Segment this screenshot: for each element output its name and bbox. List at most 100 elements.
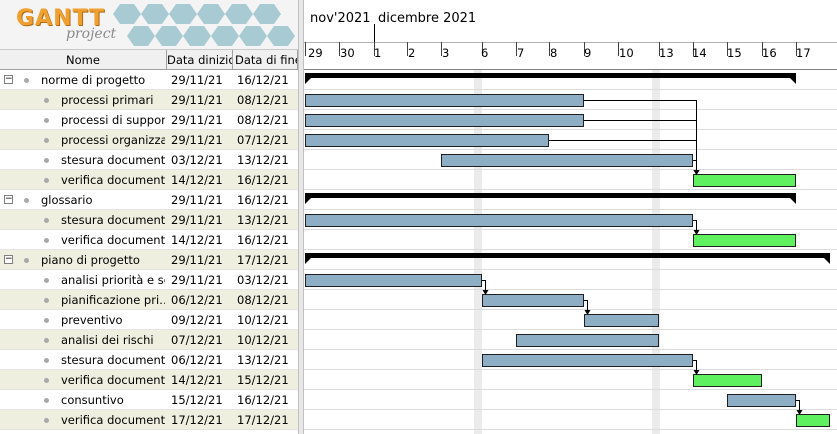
pane-splitter[interactable] — [298, 0, 304, 434]
task-bullet-icon — [44, 118, 49, 123]
weekend-shade — [474, 70, 482, 434]
day-label: 2 — [408, 46, 415, 60]
task-name: verifica documento — [61, 413, 165, 427]
task-start-date: 14/12/21 — [171, 173, 223, 187]
column-header-name[interactable]: Nome — [0, 50, 167, 70]
dependency-arrowhead-icon — [482, 290, 489, 295]
task-end-date: 15/12/21 — [237, 373, 289, 387]
task-bar — [727, 394, 796, 407]
task-row[interactable]: processi organizza… 29/11/21 07/12/21 — [0, 130, 298, 150]
task-row[interactable]: preventivo 09/12/21 10/12/21 — [0, 310, 298, 330]
summary-bar-end-cap — [824, 258, 830, 264]
task-end-date: 16/12/21 — [237, 73, 289, 87]
task-row[interactable]: verifica documento 17/12/21 17/12/21 — [0, 410, 298, 430]
summary-bar-end-cap — [790, 198, 796, 204]
month-label: dicembre 2021 — [378, 11, 476, 26]
task-name: glossario — [41, 193, 93, 207]
summary-bar-end-cap — [790, 78, 796, 84]
weekend-shade — [652, 70, 660, 434]
task-start-date: 09/12/21 — [171, 313, 223, 327]
task-bar — [441, 154, 693, 167]
task-end-date: 17/12/21 — [237, 413, 289, 427]
task-start-date: 29/11/21 — [171, 193, 223, 207]
task-bullet-icon — [44, 298, 49, 303]
task-bullet-icon — [44, 178, 49, 183]
task-bullet-icon — [44, 158, 49, 163]
task-bullet-icon — [44, 338, 49, 343]
task-start-date: 03/12/21 — [171, 153, 223, 167]
review-task-bar — [796, 414, 830, 427]
task-row[interactable]: verifica documento 14/12/21 15/12/21 — [0, 370, 298, 390]
task-bar — [516, 334, 659, 347]
task-row[interactable]: processi di suppor… 29/11/21 08/12/21 — [0, 110, 298, 130]
review-task-bar — [693, 234, 796, 247]
collapse-icon[interactable]: − — [4, 194, 13, 204]
dependency-line — [693, 220, 697, 234]
task-start-date: 14/12/21 — [171, 233, 223, 247]
dependency-arrowhead-icon — [693, 170, 700, 175]
day-label: 13 — [659, 46, 674, 60]
task-bar — [482, 354, 693, 367]
summary-bar — [305, 73, 796, 78]
gantt-chart-pane: nov'2021 dicembre 2021 29 30 1 2 3 6 7 8 9 10 13 14 15… — [304, 0, 837, 434]
day-label: 3 — [442, 46, 449, 60]
task-bullet-icon — [44, 378, 49, 383]
task-bullet-icon — [24, 78, 29, 83]
task-end-date: 03/12/21 — [237, 273, 289, 287]
logo-brand-text: GANTT — [16, 6, 106, 31]
task-group-row[interactable]: − piano di progetto 29/11/21 17/12/21 — [0, 250, 298, 270]
task-name: analisi priorità e sc… — [61, 273, 165, 287]
collapse-icon[interactable]: − — [4, 74, 13, 84]
task-row[interactable]: stesura documento 29/11/21 13/12/21 — [0, 210, 298, 230]
summary-bar — [305, 253, 830, 258]
day-label: 10 — [619, 46, 634, 60]
hexagon-pattern — [113, 4, 295, 46]
month-label: nov'2021 — [310, 11, 371, 26]
task-end-date: 17/12/21 — [237, 253, 289, 267]
task-table-pane: GANTT project Nome Data dinizio Data di … — [0, 0, 298, 434]
task-group-row[interactable]: − glossario 29/11/21 16/12/21 — [0, 190, 298, 210]
task-bar — [305, 274, 482, 287]
task-name: processi organizza… — [61, 133, 165, 147]
task-row[interactable]: consuntivo 15/12/21 16/12/21 — [0, 390, 298, 410]
dependency-arrowhead-icon — [796, 410, 803, 415]
dependency-line — [796, 400, 800, 414]
task-bar — [305, 134, 549, 147]
column-header-end[interactable]: Data di fine — [233, 50, 298, 70]
task-bullet-icon — [44, 138, 49, 143]
task-rows: − norme di progetto 29/11/21 16/12/21 proces… — [0, 70, 298, 434]
task-row[interactable]: stesura documento 06/12/21 13/12/21 — [0, 350, 298, 370]
task-row[interactable]: processi primari 29/11/21 08/12/21 — [0, 90, 298, 110]
ganttproject-logo: GANTT project — [0, 0, 298, 50]
dependency-line — [482, 280, 486, 294]
task-row[interactable]: pianificazione pri… 06/12/21 08/12/21 — [0, 290, 298, 310]
task-row[interactable]: analisi dei rischi 07/12/21 10/12/21 — [0, 330, 298, 350]
task-end-date: 13/12/21 — [237, 353, 289, 367]
task-end-date: 16/12/21 — [237, 393, 289, 407]
task-end-date: 10/12/21 — [237, 313, 289, 327]
dependency-arrowhead-icon — [693, 370, 700, 375]
task-row[interactable]: analisi priorità e sc… 29/11/21 03/12/21 — [0, 270, 298, 290]
task-start-date: 14/12/21 — [171, 373, 223, 387]
task-bullet-icon — [24, 198, 29, 203]
task-name: stesura documento — [61, 213, 165, 227]
task-name: verifica documento — [61, 373, 165, 387]
task-bullet-icon — [44, 418, 49, 423]
day-label: 17 — [796, 46, 811, 60]
task-bar — [584, 314, 659, 327]
summary-bar-start-cap — [305, 258, 311, 264]
task-start-date: 29/11/21 — [171, 273, 223, 287]
task-name: pianificazione pri… — [61, 293, 165, 307]
task-name: norme di progetto — [41, 73, 146, 87]
column-header-start[interactable]: Data dinizio — [167, 50, 233, 70]
collapse-icon[interactable]: − — [4, 254, 13, 264]
task-row[interactable]: verifica documento 14/12/21 16/12/21 — [0, 170, 298, 190]
task-row[interactable]: verifica documento 14/12/21 16/12/21 — [0, 230, 298, 250]
review-task-bar — [693, 374, 762, 387]
summary-bar — [305, 193, 796, 198]
task-group-row[interactable]: − norme di progetto 29/11/21 16/12/21 — [0, 70, 298, 90]
task-bullet-icon — [44, 358, 49, 363]
task-row[interactable]: stesura documento 03/12/21 13/12/21 — [0, 150, 298, 170]
summary-bar-start-cap — [305, 78, 311, 84]
day-label: 6 — [481, 46, 488, 60]
